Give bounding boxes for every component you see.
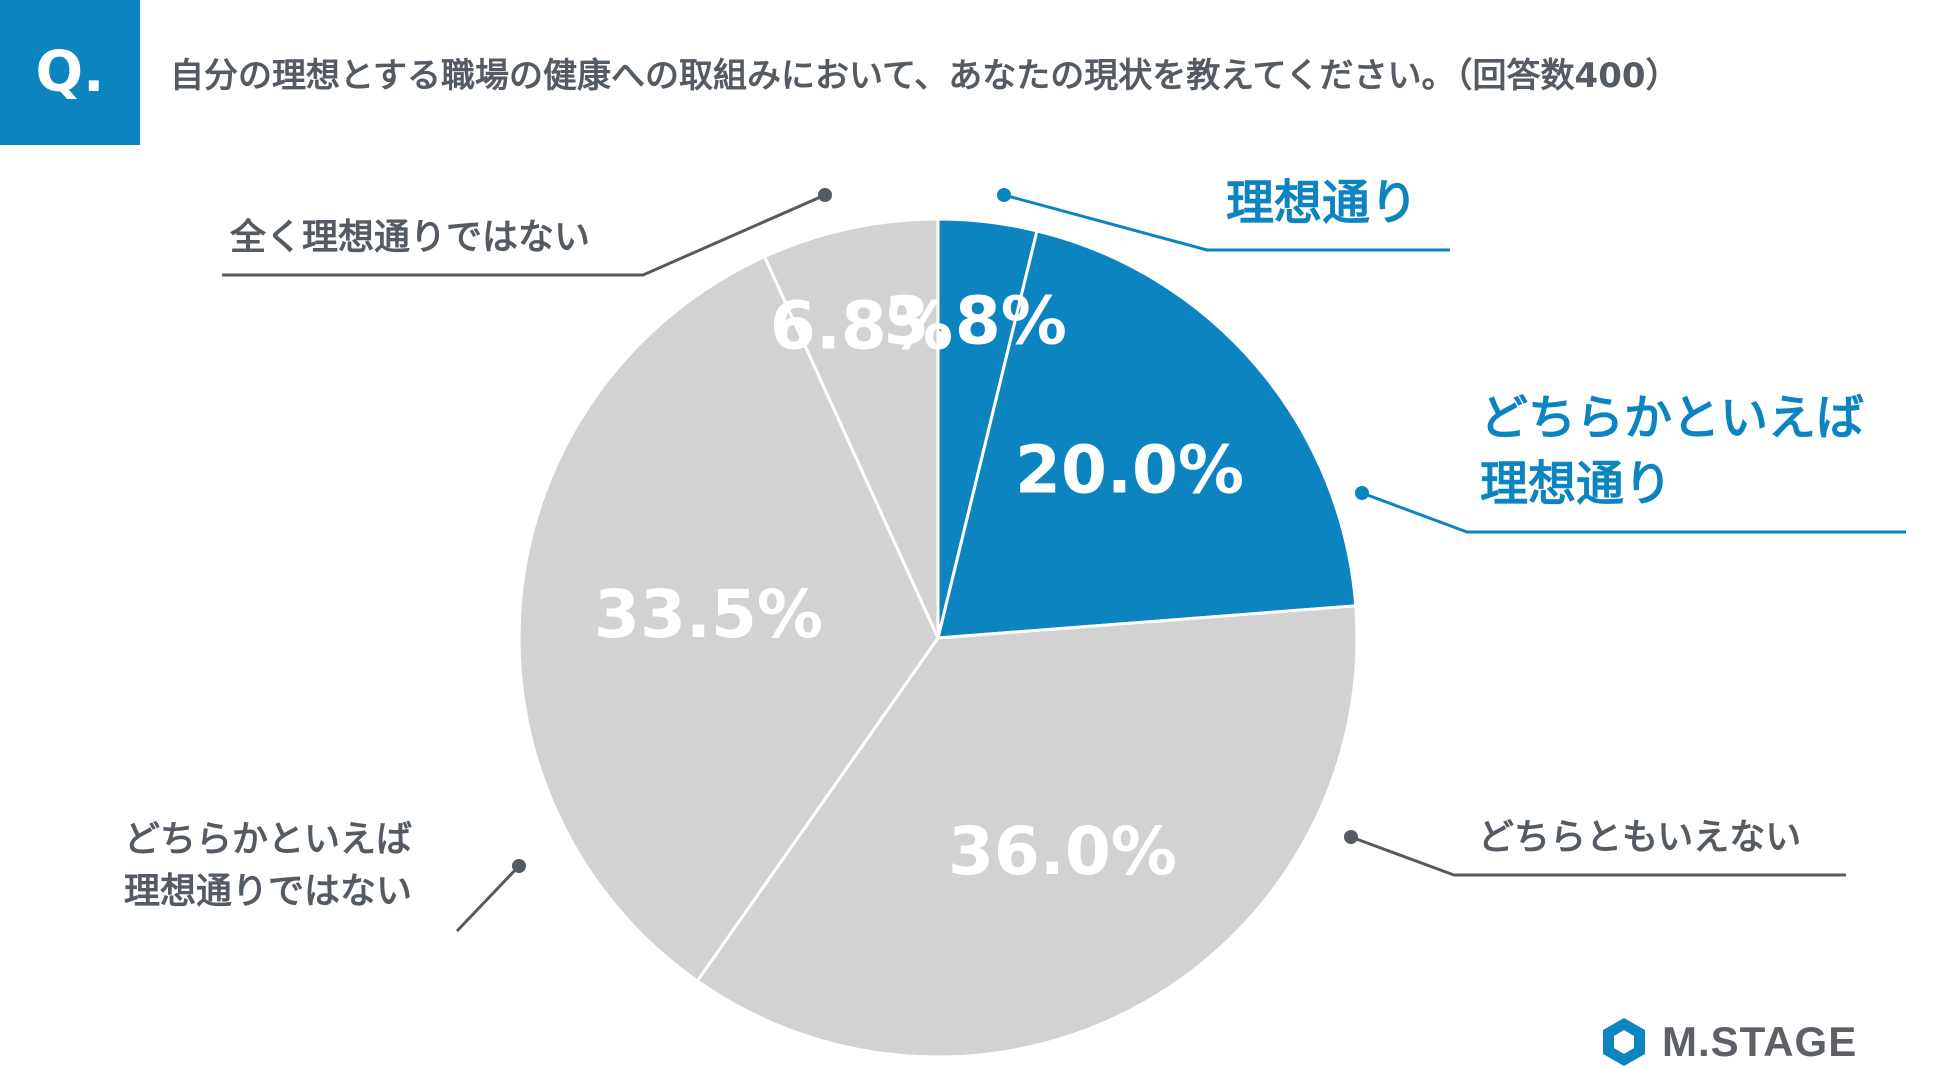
slice-label-somewhat-not-ideal: どちらかといえば 理想通りではない <box>124 814 412 918</box>
value-label-somewhat-ideal: 20.0% <box>1015 432 1244 509</box>
leader-line-not-ideal <box>222 193 826 277</box>
leader-line-somewhat-ideal <box>1361 491 1906 534</box>
slice-label-ideal: 理想通り <box>1226 170 1418 236</box>
question-text: 自分の理想とする職場の健康への取組みにおいて、あなたの現状を教えてください。（回… <box>170 56 1680 96</box>
question-badge: Q. <box>0 0 140 145</box>
pie-slice-somewhat-ideal <box>936 229 1358 640</box>
slice-label-line: 理想通り <box>1480 456 1673 512</box>
slice-label-line: どちらかといえば <box>1480 390 1865 446</box>
leader-line-somewhat-not-ideal <box>455 864 521 933</box>
value-label-ideal: 3.8% <box>884 282 1067 359</box>
brand-logo: M.STAGE <box>1598 1016 1857 1068</box>
slice-label-line: 理想通りではない <box>124 871 413 912</box>
leader-dot-not-ideal <box>818 188 832 202</box>
slice-label-line: どちらともいえない <box>1478 817 1802 858</box>
pie-slice-not-ideal <box>762 217 940 639</box>
slice-label-neutral: どちらともいえない <box>1478 812 1801 864</box>
value-label-not-ideal: 6.8% <box>770 287 953 364</box>
leader-dot-ideal <box>997 188 1011 202</box>
leader-dot-somewhat-ideal <box>1355 486 1369 500</box>
value-label-somewhat-not-ideal: 33.5% <box>594 576 823 653</box>
logo-text: M.STAGE <box>1662 1018 1858 1065</box>
leader-dot-neutral <box>1344 830 1358 844</box>
hexagon-logo-icon <box>1603 1018 1645 1066</box>
slice-label-somewhat-ideal: どちらかといえば 理想通り <box>1480 385 1864 517</box>
leader-dot-somewhat-not-ideal <box>512 859 526 873</box>
slice-label-line: 全く理想通りではない <box>230 217 591 258</box>
slice-label-not-ideal: 全く理想通りではない <box>230 212 590 264</box>
leader-line-neutral <box>1350 835 1846 877</box>
value-label-neutral: 36.0% <box>948 813 1177 890</box>
pie-slice-somewhat-not-ideal <box>517 254 940 984</box>
pie-slice-neutral <box>695 604 1359 1059</box>
slice-label-line: 理想通り <box>1226 175 1419 231</box>
slice-label-line: どちらかといえば <box>124 819 413 860</box>
leader-line-ideal <box>1003 193 1450 252</box>
